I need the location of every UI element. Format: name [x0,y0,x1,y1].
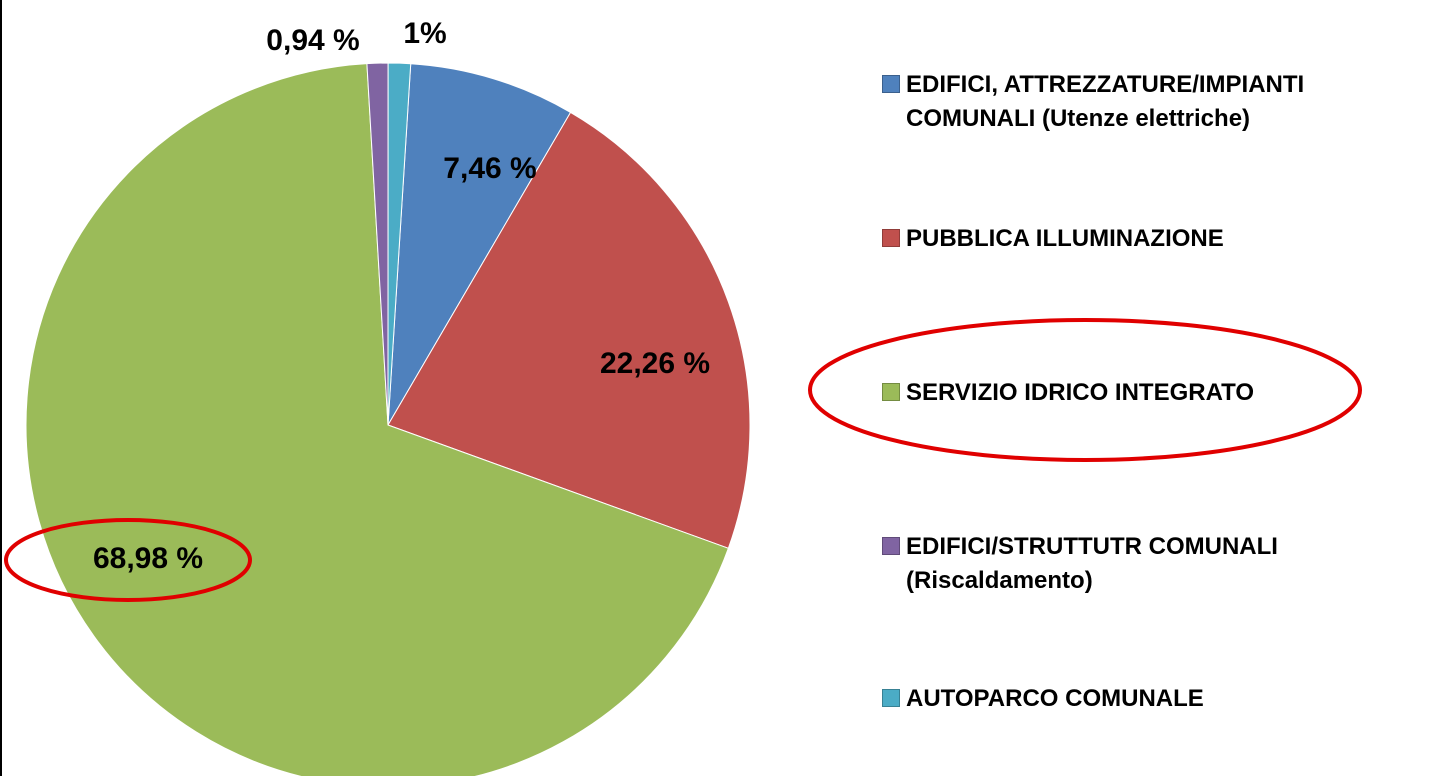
pie-slice [25,63,730,776]
pie-slice [387,63,572,426]
legend-entry: EDIFICI, ATTREZZATURE/IMPIANTI COMUNALI … [882,68,1426,136]
pie-slice [387,62,412,426]
data-label: 22,26 % [600,347,710,380]
legend: EDIFICI, ATTREZZATURE/IMPIANTI COMUNALI … [882,0,1442,776]
legend-entry: AUTOPARCO COMUNALE [882,682,1426,716]
legend-entry: EDIFICI/STRUTTUTR COMUNALI (Riscaldament… [882,530,1426,598]
pie-slice [387,111,751,549]
data-label: 68,98 % [93,542,203,575]
legend-label: EDIFICI/STRUTTUTR COMUNALI (Riscaldament… [906,533,1278,594]
legend-swatch [882,229,900,247]
legend-label: EDIFICI, ATTREZZATURE/IMPIANTI COMUNALI … [906,71,1305,132]
legend-label: AUTOPARCO COMUNALE [906,685,1204,712]
data-label: 0,94 % [266,24,359,57]
legend-entry: PUBBLICA ILLUMINAZIONE [882,222,1426,256]
legend-swatch [882,383,900,401]
legend-swatch [882,537,900,555]
legend-swatch [882,75,900,93]
data-labels: 7,46 % 22,26 % 68,98 % 0,94 % 1% [93,17,710,575]
legend-label: SERVIZIO IDRICO INTEGRATO [906,379,1255,406]
data-label: 1% [403,17,446,50]
legend-swatch [882,689,900,707]
pie [25,62,751,776]
legend-label: PUBBLICA ILLUMINAZIONE [906,225,1224,252]
highlight-ellipse [4,518,252,602]
data-label: 7,46 % [443,152,536,185]
highlight-ellipse [808,318,1362,462]
legend-entry: SERVIZIO IDRICO INTEGRATO [882,376,1426,410]
